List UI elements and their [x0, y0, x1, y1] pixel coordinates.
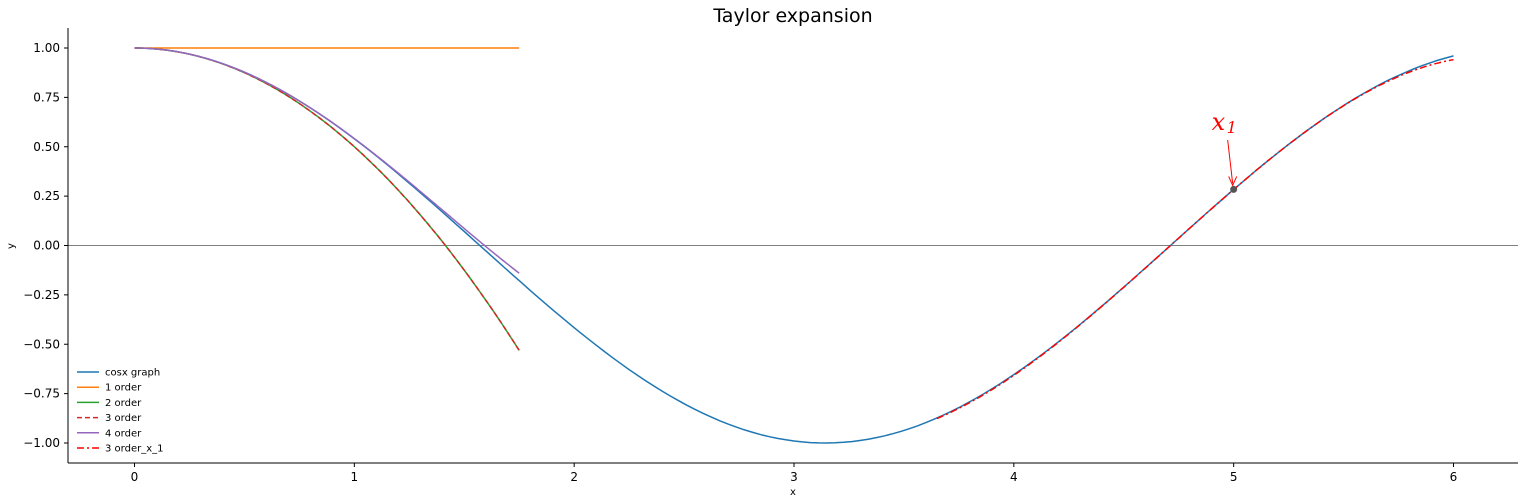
y-tick-label: 0.00	[33, 239, 60, 253]
series-line-3-order-x-1	[936, 58, 1454, 420]
y-tick-label: 1.00	[33, 41, 60, 55]
x-tick-label: 0	[131, 470, 139, 484]
y-tick-label: −1.00	[23, 436, 60, 450]
annotation-arrow-head	[1228, 176, 1238, 187]
legend-label: 3 order_x_1	[105, 444, 164, 455]
legend-label: 1 order	[105, 383, 142, 394]
x1-point	[1230, 185, 1238, 193]
y-tick-label: −0.50	[23, 337, 60, 351]
annotation-label: x	[1212, 108, 1226, 136]
y-tick-label: −0.75	[23, 387, 60, 401]
legend-label: 3 order	[105, 413, 142, 424]
y-tick-label: −0.25	[23, 288, 60, 302]
y-tick-label: 0.50	[33, 140, 60, 154]
x-tick-label: 5	[1230, 470, 1238, 484]
y-axis-label: y	[6, 243, 17, 249]
legend-label: 4 order	[105, 428, 142, 439]
x-tick-label: 3	[790, 470, 798, 484]
chart-title: Taylor expansion	[712, 5, 872, 27]
y-ticks: 1.00 0.75 0.50 0.25 0.00 −0.25 −0.50 −0.75 −1.00	[23, 41, 68, 450]
legend: cosx graph 1 order 2 order 3 order 4 order 3 …	[77, 368, 164, 455]
series-line-3-order	[134, 47, 520, 351]
series-line-2-order	[134, 47, 520, 351]
y-tick-label: 0.25	[33, 189, 60, 203]
annotation-subscript: 1	[1227, 118, 1237, 137]
annotation-arrow-shaft	[1227, 139, 1234, 184]
x-axis-label: x	[790, 487, 796, 498]
x-ticks: 0 1 2 3 4 5 6	[131, 463, 1458, 484]
x-tick-label: 4	[1010, 470, 1018, 484]
x-tick-label: 1	[351, 470, 359, 484]
x-tick-label: 2	[570, 470, 578, 484]
series-line-4-order	[134, 47, 520, 274]
legend-label: 2 order	[105, 398, 142, 409]
legend-label: cosx graph	[105, 368, 160, 379]
plot-area	[68, 47, 1518, 444]
x-tick-label: 6	[1450, 470, 1458, 484]
y-tick-label: 0.75	[33, 90, 60, 104]
